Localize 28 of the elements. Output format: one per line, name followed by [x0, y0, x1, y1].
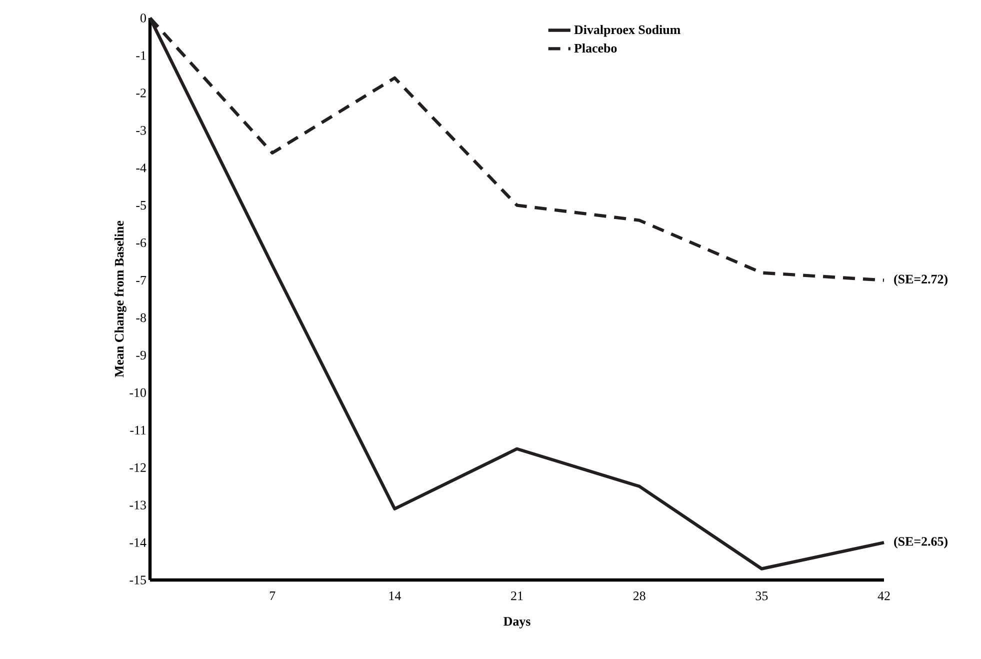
y-tick-label: -4	[136, 164, 146, 172]
y-tick-label: -12	[130, 463, 146, 472]
y-tick-label: -9	[136, 350, 146, 360]
y-tick-label: -8	[136, 313, 146, 322]
y-tick-label: -1	[136, 51, 146, 60]
x-tick-label: 42	[878, 592, 890, 600]
legend-label: Placebo	[574, 43, 617, 53]
annotation: (SE=2.65)	[894, 536, 948, 548]
legend-label: Divalproex Sodium	[574, 24, 680, 37]
x-tick-label: 7	[270, 592, 276, 600]
y-tick-label: -6	[136, 238, 146, 248]
x-tick-label: 14	[389, 592, 401, 600]
y-tick-label: -14	[130, 538, 146, 547]
y-tick-label: -7	[136, 276, 146, 284]
x-tick-label: 28	[633, 592, 646, 600]
y-tick-label: -3	[136, 126, 146, 135]
x-axis-title: Days	[504, 617, 530, 628]
y-tick-label: -10	[130, 388, 146, 398]
y-tick-label: -11	[130, 426, 146, 434]
y-tick-label: 0	[140, 14, 146, 22]
y-tick-label: -5	[136, 201, 146, 210]
y-tick-label: -13	[130, 500, 146, 510]
x-tick-label: 35	[756, 592, 768, 600]
y-tick-label: -15	[130, 576, 146, 584]
x-tick-label: 21	[511, 592, 523, 600]
annotation: (SE=2.72)	[894, 274, 948, 286]
y-axis-title: Mean Change from Baseline	[114, 220, 126, 378]
y-tick-label: -2	[136, 88, 146, 98]
